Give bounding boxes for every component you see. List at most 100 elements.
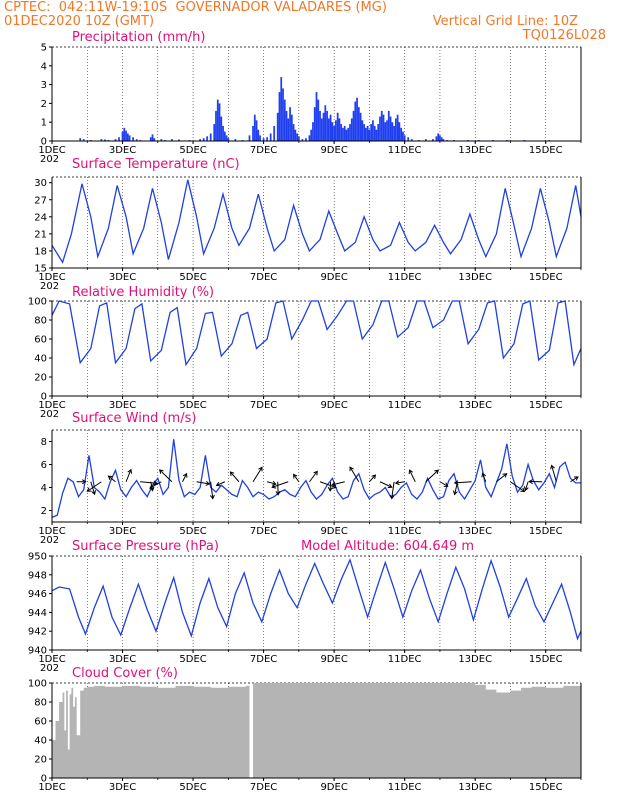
y-tick-label: 8 — [41, 437, 47, 448]
x-tick-label: 1DEC — [38, 145, 65, 156]
x-tick-label: 3DEC — [109, 400, 136, 411]
x-tick-label: 3DEC — [109, 272, 136, 283]
precip-bar — [363, 124, 365, 141]
y-tick-label: 27 — [34, 195, 47, 206]
wind-arrow — [409, 469, 416, 482]
precip-bar — [424, 139, 427, 141]
precip-bar — [373, 125, 376, 141]
panel-5: Cloud Cover (%) 0 20 40 60 80 100 1DEC 3DEC 5DEC 7… — [28, 666, 582, 793]
precip-bar — [350, 118, 353, 141]
precip-bar — [347, 127, 350, 141]
wind-arrow-head — [205, 481, 211, 486]
precip-bar — [151, 134, 154, 141]
x-tick-label: 9DEC — [320, 782, 347, 793]
precip-bar — [386, 120, 388, 141]
y-tick-label: 0 — [41, 774, 47, 785]
precip-bar — [292, 124, 295, 141]
series-line — [51, 557, 582, 641]
wind-arrow — [454, 481, 472, 484]
precip-bar — [100, 139, 103, 141]
precip-bar — [359, 112, 362, 141]
x-tick-label: 11DEC — [388, 145, 422, 156]
x-tick-label: 7DEC — [250, 526, 277, 537]
header-line1: CPTEC: 042:11W-19:10S GOVERNADOR VALADAR… — [4, 0, 387, 15]
y-tick-label: 3 — [41, 80, 47, 91]
precip-bar — [218, 103, 221, 141]
wind-arrow-head — [387, 483, 393, 489]
y-tick-label: 100 — [28, 679, 47, 690]
panel-title: Precipitation (mm/h) — [72, 30, 205, 45]
precip-bar — [225, 135, 228, 141]
x-tick-label: 15DEC — [529, 145, 563, 156]
precip-bar — [199, 139, 202, 141]
y-tick-label: 20 — [34, 373, 47, 384]
wind-arrow — [496, 473, 507, 483]
wind-arrow-head — [271, 480, 277, 486]
wind-arrow-head — [158, 469, 164, 474]
y-tick-label: 15 — [34, 264, 47, 275]
wind-arrow-head — [229, 471, 235, 476]
precip-bar — [331, 122, 334, 141]
precip-bar — [301, 139, 304, 141]
series-line — [51, 179, 582, 264]
x-tick-label: 5DEC — [179, 272, 206, 283]
precip-bar — [121, 131, 124, 141]
precip-bar — [273, 125, 276, 141]
y-tick-label: 21 — [34, 229, 47, 240]
precip-bar — [349, 124, 351, 141]
wind-arrow — [379, 481, 392, 488]
precip-bar — [340, 124, 343, 141]
precip-bar — [255, 120, 258, 141]
precip-bar — [278, 92, 281, 141]
precip-bar — [222, 125, 224, 141]
series-line — [51, 439, 581, 518]
precip-bar — [329, 114, 332, 141]
wind-arrow-head — [443, 482, 449, 487]
precip-bar — [257, 129, 260, 141]
wind-arrow — [331, 481, 345, 486]
x-tick-label: 1DEC — [38, 400, 65, 411]
wind-arrow — [159, 469, 173, 483]
x-tick-label: 3DEC — [109, 654, 136, 665]
wind-arrow — [319, 481, 337, 489]
y-tick-label: 24 — [34, 212, 47, 223]
wind-arrow — [369, 474, 376, 483]
precip-bar — [209, 133, 212, 141]
wind-arrow — [196, 481, 210, 485]
y-tick-label: 4 — [41, 61, 47, 72]
wind-arrow-head — [127, 468, 133, 474]
wind-arrow-head — [523, 486, 529, 492]
precip-bar — [259, 135, 261, 141]
x-year-fragment: 202 — [40, 281, 59, 292]
y-tick-label: 948 — [28, 570, 47, 581]
x-tick-label: 15DEC — [529, 654, 563, 665]
x-tick-label: 9DEC — [320, 272, 347, 283]
wind-arrow — [140, 481, 158, 484]
x-tick-label: 1DEC — [38, 272, 65, 283]
wind-arrow — [210, 481, 214, 499]
precip-bar — [324, 105, 327, 141]
precip-bar — [220, 116, 223, 141]
cloud-cover-area — [52, 683, 581, 778]
precip-bar — [398, 122, 401, 141]
x-tick-label: 11DEC — [388, 654, 422, 665]
precip-bar — [171, 139, 173, 141]
wind-arrow — [266, 481, 276, 485]
x-tick-label: 11DEC — [388, 272, 422, 283]
x-tick-label: 7DEC — [250, 654, 277, 665]
wind-arrow — [510, 481, 525, 492]
precip-bar — [345, 129, 348, 141]
x-tick-label: 5DEC — [179, 782, 206, 793]
wind-arrow-head — [327, 486, 333, 492]
precip-bar — [317, 99, 320, 141]
x-tick-label: 9DEC — [320, 654, 347, 665]
header-date: 01DEC2020 10Z (GMT) — [4, 14, 155, 29]
precip-bar — [357, 107, 360, 141]
precip-bar — [384, 122, 387, 141]
x-tick-label: 13DEC — [458, 145, 492, 156]
x-tick-label: 15DEC — [529, 782, 563, 793]
precip-bar — [276, 112, 279, 141]
x-tick-label: 13DEC — [458, 654, 492, 665]
x-tick-label: 7DEC — [250, 272, 277, 283]
precip-bar — [382, 114, 385, 141]
